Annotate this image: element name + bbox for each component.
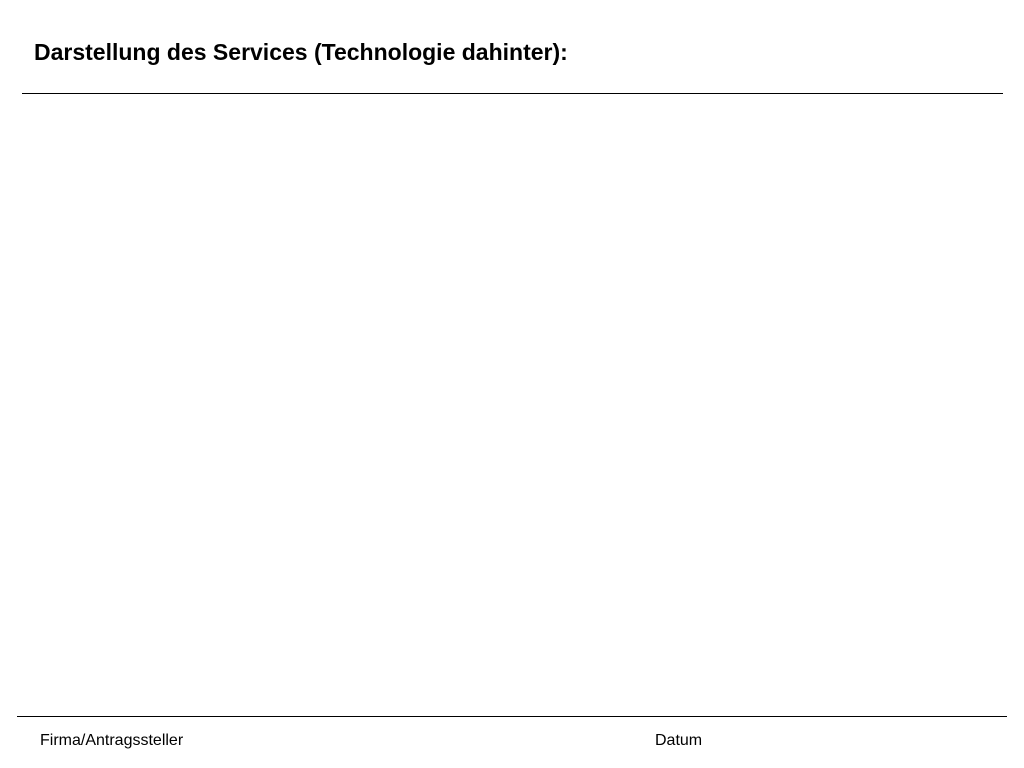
date-label: Datum bbox=[655, 732, 703, 749]
header-divider bbox=[22, 93, 1003, 94]
content-area bbox=[22, 96, 1003, 712]
page-title: Darstellung des Services (Technologie da… bbox=[34, 39, 568, 65]
signature-line bbox=[17, 716, 1007, 717]
company-applicant-label: Firma/Antragssteller bbox=[40, 732, 184, 749]
